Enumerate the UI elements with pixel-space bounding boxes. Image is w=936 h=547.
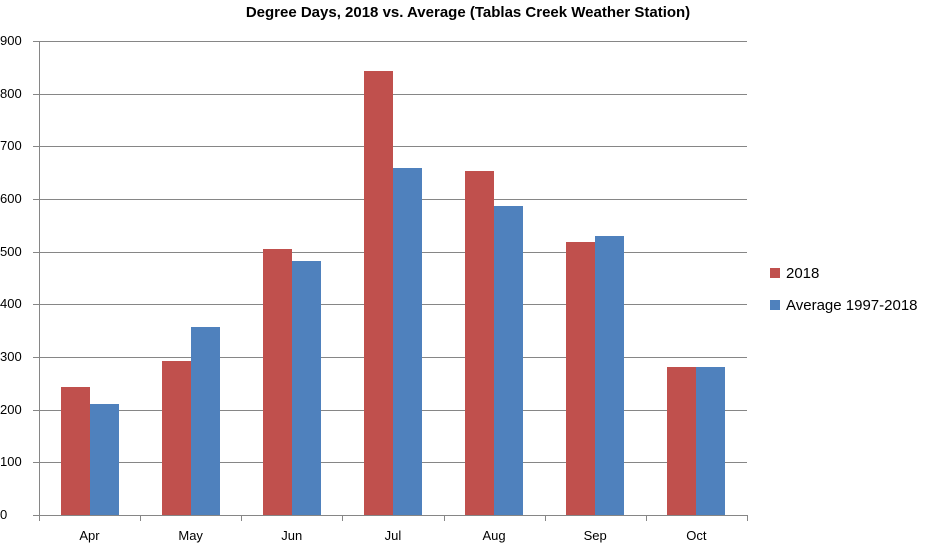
- y-tick-mark: [33, 462, 39, 464]
- y-tick-label: 800: [0, 85, 22, 101]
- y-tick-label: 500: [0, 243, 22, 259]
- legend-swatch-2018: [770, 268, 780, 278]
- x-tick-mark: [747, 515, 748, 521]
- legend-item-average: Average 1997-2018: [770, 295, 918, 315]
- y-tick-label: 100: [0, 454, 22, 470]
- legend-label-average: Average 1997-2018: [786, 296, 918, 314]
- bar-sep-2018: [566, 241, 596, 515]
- y-tick-label: 400: [0, 296, 22, 312]
- x-axis-line: [33, 515, 747, 516]
- y-tick-mark: [33, 409, 39, 411]
- gridline: [39, 146, 747, 148]
- legend-item-2018: 2018: [770, 263, 918, 283]
- bar-jul-2018: [364, 70, 393, 515]
- legend-label-2018: 2018: [786, 264, 820, 282]
- y-tick-mark: [33, 146, 39, 148]
- y-tick-label: 300: [0, 349, 22, 364]
- bar-jun-average: [291, 260, 321, 515]
- x-tick-label: Jun: [281, 528, 303, 543]
- x-tick-mark: [544, 515, 546, 521]
- legend-swatch-average: [770, 300, 780, 310]
- x-tick-label: Apr: [79, 528, 100, 543]
- x-tick-mark: [39, 515, 40, 521]
- legend: 2018 Average 1997-2018: [770, 263, 918, 327]
- x-tick-label: Jul: [384, 528, 402, 543]
- y-tick-mark: [33, 41, 39, 42]
- bar-aug-2018: [465, 170, 495, 515]
- bar-sep-average: [595, 236, 625, 515]
- gridline: [39, 93, 747, 95]
- bar-may-2018: [161, 360, 191, 515]
- bar-jun-2018: [262, 248, 292, 515]
- y-tick-mark: [33, 199, 39, 200]
- bar-aug-average: [494, 205, 524, 515]
- bar-jul-average: [393, 168, 422, 515]
- y-tick-label: 200: [0, 401, 22, 417]
- x-tick-mark: [140, 515, 142, 521]
- y-tick-label: 700: [0, 138, 22, 154]
- y-tick-mark: [33, 93, 39, 95]
- bar-oct-2018: [667, 367, 697, 515]
- x-tick-mark: [443, 515, 445, 521]
- chart-title: Degree Days, 2018 vs. Average (Tablas Cr…: [245, 4, 691, 21]
- x-tick-mark: [645, 515, 647, 521]
- bar-may-average: [190, 326, 220, 515]
- x-tick-label: May: [178, 528, 203, 543]
- x-tick-label: Oct: [686, 528, 707, 543]
- y-tick-label: 0: [0, 507, 8, 522]
- x-tick-mark: [241, 515, 243, 521]
- y-tick-label: 900: [0, 33, 22, 48]
- y-axis-line: [39, 41, 40, 521]
- x-tick-label: Sep: [583, 528, 607, 543]
- bar-apr-2018: [60, 387, 90, 515]
- x-tick-label: Aug: [482, 528, 506, 543]
- x-tick-mark: [342, 515, 344, 521]
- y-tick-mark: [33, 251, 39, 253]
- y-tick-label: 600: [0, 191, 22, 206]
- plot-area: [39, 41, 747, 515]
- y-tick-mark: [33, 357, 39, 358]
- bar-oct-average: [696, 367, 726, 515]
- y-tick-mark: [33, 304, 39, 306]
- gridline: [39, 41, 747, 42]
- bar-apr-average: [89, 403, 119, 515]
